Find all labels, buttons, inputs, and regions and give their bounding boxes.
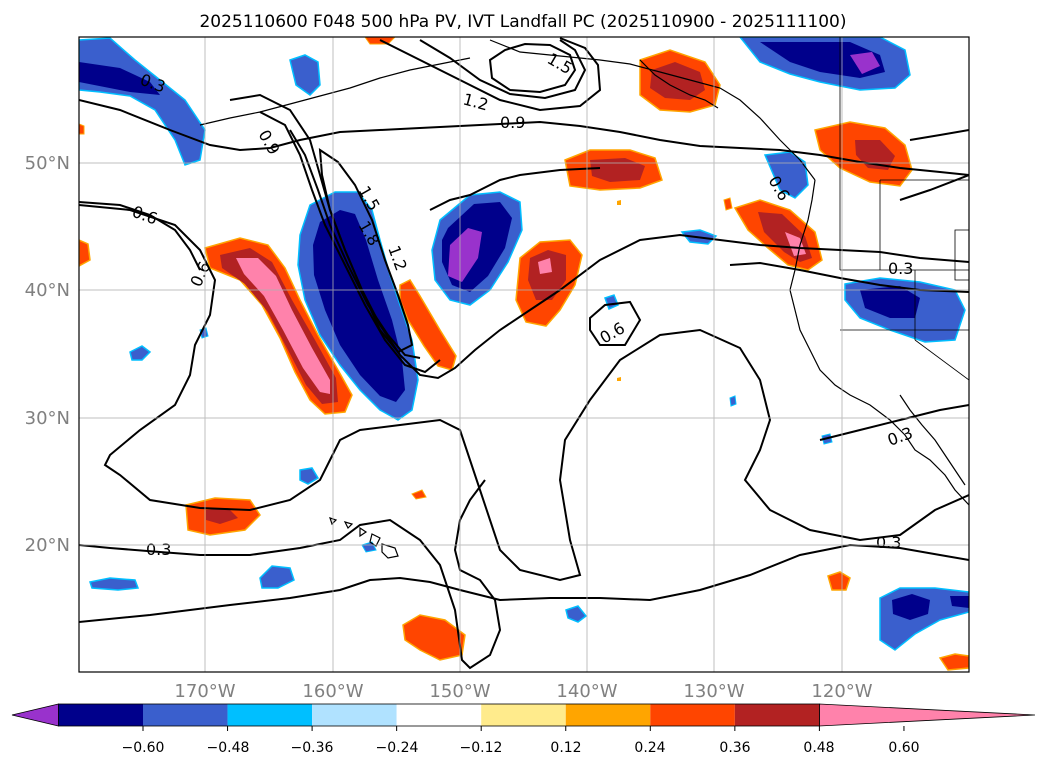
colorbar-extend-high	[819, 703, 1036, 727]
colorbar-segment	[734, 704, 820, 726]
colorbar-tick-label: 0.48	[803, 740, 834, 756]
lon-label: 140°W	[556, 681, 617, 702]
lat-label: 30°N	[25, 408, 70, 429]
contour-label: 0.3	[888, 259, 913, 278]
colorbar-segment	[481, 704, 566, 726]
colorbar-tick-label: −0.12	[460, 740, 503, 756]
colorbar-tick-label: 0.60	[888, 740, 919, 756]
negative-anomaly-regions	[79, 37, 969, 651]
lon-label: 160°W	[302, 681, 363, 702]
lat-label: 20°N	[25, 535, 70, 556]
colorbar-extend-low	[11, 703, 59, 727]
colorbar-segment	[227, 704, 313, 726]
gridlines	[79, 37, 969, 672]
lon-label: 150°W	[429, 681, 490, 702]
colorbar-segment	[143, 704, 228, 726]
colorbar-tick-label: −0.60	[122, 740, 165, 756]
colorbar-segment	[58, 704, 144, 726]
colorbar	[11, 703, 1036, 731]
latitude-labels: 50°N 40°N 30°N 20°N	[25, 153, 70, 556]
lat-label: 40°N	[25, 280, 70, 301]
lon-label: 170°W	[174, 681, 235, 702]
contour-label: 0.3	[146, 540, 171, 559]
coastlines	[199, 37, 969, 559]
colorbar-segment	[396, 704, 482, 726]
colorbar-tick-labels: −0.60 −0.48 −0.36 −0.24 −0.12 0.12 0.24 …	[122, 740, 920, 756]
colorbar-tick-label: 0.24	[634, 740, 665, 756]
colorbar-tick-label: −0.48	[207, 740, 250, 756]
lat-label: 50°N	[25, 153, 70, 174]
colorbar-segment	[565, 704, 651, 726]
lon-label: 130°W	[683, 681, 744, 702]
contour-label: 0.3	[876, 533, 901, 552]
colorbar-tick-label: 0.12	[550, 740, 581, 756]
colorbar-tick-label: −0.36	[291, 740, 334, 756]
map-panel: 0.3 0.6 0.9 0.6 1.5 1.8 1.2 1.2 1.5 0.9 …	[78, 36, 970, 673]
colorbar-segment	[312, 704, 397, 726]
colorbar-tick-label: 0.36	[719, 740, 750, 756]
lon-label: 120°W	[811, 681, 872, 702]
colorbar-tick-label: −0.24	[376, 740, 419, 756]
figure-title: 2025110600 F048 500 hPa PV, IVT Landfall…	[199, 12, 846, 32]
contour-label: 0.9	[500, 113, 525, 132]
colorbar-outline	[58, 703, 820, 727]
longitude-labels: 170°W 160°W 150°W 140°W 130°W 120°W	[174, 681, 872, 702]
colorbar-segment	[650, 704, 735, 726]
